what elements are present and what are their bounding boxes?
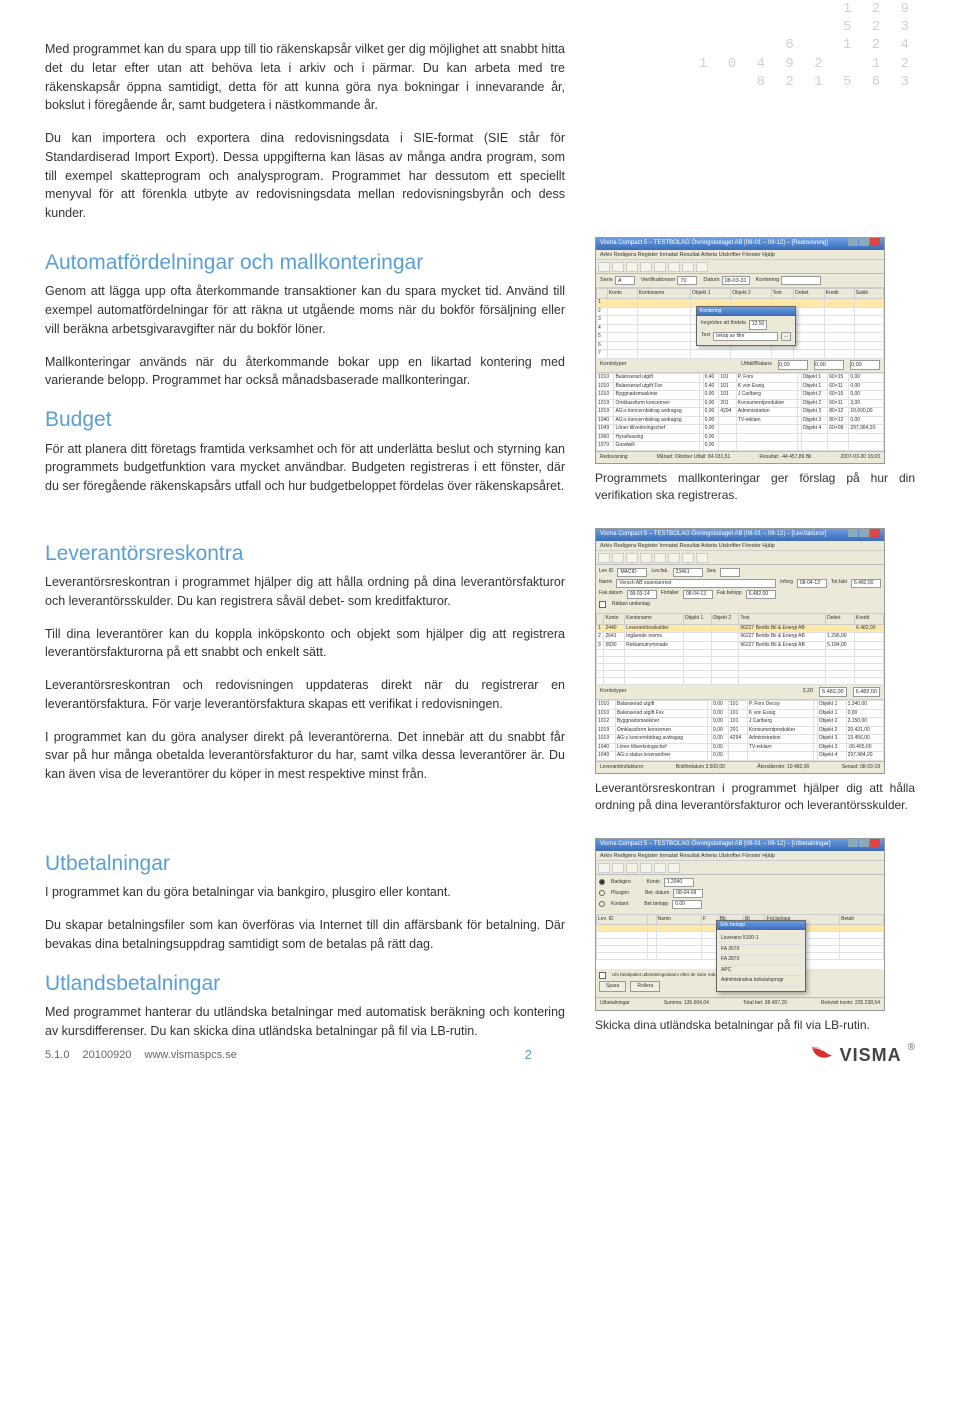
visma-logo-text: VISMA xyxy=(840,1042,902,1069)
toolbar xyxy=(596,260,884,274)
statusbar: Redovisning Månad: Oktober Utfall: 84 03… xyxy=(596,451,884,464)
footer-date: 20100920 xyxy=(83,1049,132,1061)
visma-logo: VISMA ® xyxy=(810,1042,915,1069)
lev-p4: I programmet kan du göra analyser direkt… xyxy=(45,728,565,784)
automat-p1: Genom att lägga upp ofta återkommande tr… xyxy=(45,282,565,338)
form-row: SerieA Verifikationsnr70 Datum08-03-31 K… xyxy=(596,274,884,288)
intro-paragraph-1: Med programmet kan du spara upp till tio… xyxy=(45,40,565,115)
utbet-form: Bankgiro Konto1.2040 Plusgiro Bet. datum… xyxy=(596,875,884,914)
lev-p1: Leverantörsreskontran i programmet hjälp… xyxy=(45,573,565,611)
page-footer: 5.1.0 20100920 www.vismaspcs.se 2 VISMA … xyxy=(45,1042,915,1069)
footer-version: 5.1.0 xyxy=(45,1049,69,1061)
window-titlebar: Visma Compact 5 – TESTBOLAG Övningsbolag… xyxy=(596,238,884,250)
menubar: Arkiv Redigera Register Inmatat Resultat… xyxy=(596,250,884,260)
automat-p2: Mallkonteringar används när du återkomma… xyxy=(45,353,565,391)
screenshot2-caption: Leverantörsreskontran i programmet hjälp… xyxy=(595,780,915,814)
lev-form: Lev IDMACIDLev.fak.23461Seq NamnVersch A… xyxy=(596,565,884,614)
lev-p3: Leverantörsreskontran och redovisningen … xyxy=(45,676,565,714)
budget-p1: För att planera ditt företags framtida v… xyxy=(45,440,565,496)
screenshot-levfakturor: Visma Compact 5 – TESTBOLAG Övningsbolag… xyxy=(595,528,885,775)
screenshot-utbetalningar: Visma Compact 5 – TESTBOLAG Övningsbolag… xyxy=(595,838,885,1011)
sok-dialog: Sök belopp Leverans 5100-1FA 2670FA 2870… xyxy=(716,920,806,992)
screenshot-redovisning: Visma Compact 5 – TESTBOLAG Övningsbolag… xyxy=(595,237,885,464)
screenshot1-caption: Programmets mallkonteringar ger förslag … xyxy=(595,470,915,504)
main-grid: KontoKontonamnObjekt 1Objekt 2TextDebetK… xyxy=(596,288,884,358)
utbet-p2: Du skapar betalningsfiler som kan överfö… xyxy=(45,916,565,954)
screenshot3-caption: Skicka dina utländska betalningar på fil… xyxy=(595,1017,915,1034)
lev-grid: KontoKontonamnObjekt 1Objekt 2TextDebetK… xyxy=(596,613,884,685)
heading-utbet: Utbetalningar xyxy=(45,848,565,880)
bottom-grid: 1010Balanserad utgift0,40101P. ForsObjek… xyxy=(596,373,884,451)
intro-paragraph-2: Du kan importera och exportera dina redo… xyxy=(45,129,565,223)
heading-budget: Budget xyxy=(45,404,565,436)
utland-p1: Med programmet hanterar du utländska bet… xyxy=(45,1003,565,1041)
heading-leverantor: Leverantörsreskontra xyxy=(45,538,565,570)
sum-row: Kontotyper Utfall/Balans 0,00 0,00 0,00 xyxy=(596,358,884,373)
kontering-dialog: Kontering Inrgrödes att fördela12,50 Tex… xyxy=(696,306,796,347)
lev-p2: Till dina leverantörer kan du koppla ink… xyxy=(45,625,565,663)
visma-logo-icon xyxy=(810,1045,834,1065)
page-number-decoration: 1 2 9 5 2 3 6 1 2 4 1 0 4 9 2 1 2 8 2 1 … xyxy=(699,0,915,91)
utbet-p1: I programmet kan du göra betalningar via… xyxy=(45,883,565,902)
page-number: 2 xyxy=(525,1045,532,1065)
window-buttons xyxy=(847,238,880,250)
heading-automat: Automatfördelningar och mallkonteringar xyxy=(45,247,565,279)
footer-url: www.vismaspcs.se xyxy=(145,1049,237,1061)
utbet-grid: Lev. IDNamnFBbBtFrd.beloppBetalt Sök bel… xyxy=(596,914,884,969)
heading-utland: Utlandsbetalningar xyxy=(45,968,565,1000)
